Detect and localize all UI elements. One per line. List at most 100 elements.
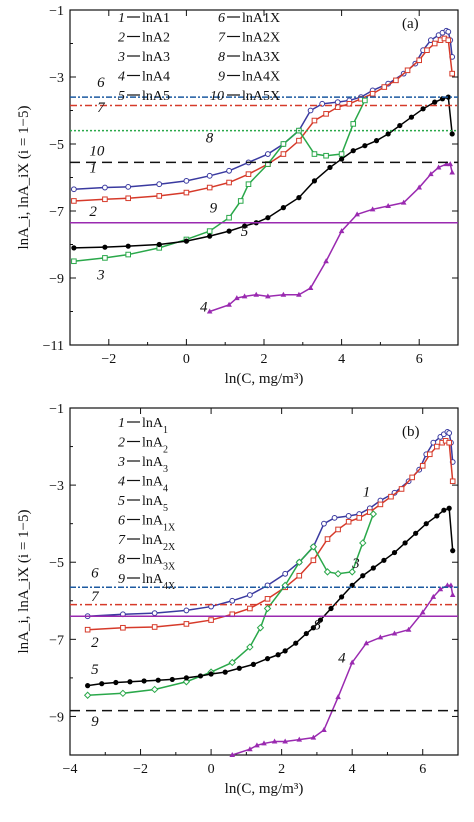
series-9: 9 [70, 201, 458, 224]
data-point [246, 592, 253, 598]
data-point [155, 677, 161, 683]
data-point [345, 513, 352, 519]
data-point [373, 138, 380, 144]
y-tick-label: −9 [49, 710, 64, 725]
data-point [264, 151, 271, 157]
data-point [397, 122, 403, 129]
data-point [275, 652, 281, 658]
data-point [265, 293, 271, 299]
data-point [434, 513, 440, 519]
data-point [254, 742, 260, 748]
curve-label: 8 [313, 618, 321, 634]
data-point [350, 121, 357, 127]
curve-label: 1 [89, 160, 97, 176]
data-point [263, 604, 272, 613]
data-point [296, 137, 302, 144]
data-point [447, 161, 454, 167]
data-point [247, 746, 253, 752]
data-point [310, 557, 317, 564]
legend-entry: 3 lnA3 [117, 455, 168, 475]
data-point [385, 131, 391, 137]
legend-number: 6 [218, 11, 225, 26]
data-point [125, 243, 131, 249]
x-tick-label: 6 [416, 352, 423, 367]
series-4: 4 [200, 161, 455, 316]
data-point [120, 624, 126, 631]
series-8: 8 [70, 129, 458, 146]
curve-label: 5 [91, 662, 99, 678]
data-point [265, 215, 271, 221]
curve-label: 6 [91, 566, 99, 582]
data-point [391, 630, 398, 636]
data-point [307, 107, 314, 114]
data-point [446, 505, 452, 511]
data-point [393, 77, 399, 84]
data-point [377, 634, 384, 640]
series-2: 2 [84, 437, 456, 651]
legend-label: lnA5 [142, 89, 170, 104]
data-point [296, 291, 302, 297]
data-point [323, 111, 329, 117]
data-point [296, 736, 303, 742]
data-point [242, 223, 248, 229]
data-point [405, 626, 412, 632]
legend-subscript: 3 [163, 464, 168, 475]
curve-label: 8 [206, 130, 214, 146]
curve-label: 10 [89, 144, 105, 160]
data-point [446, 439, 452, 446]
data-point [363, 640, 370, 646]
data-point [241, 293, 248, 299]
data-point [310, 734, 317, 740]
legend-number: 6 [118, 514, 125, 529]
data-point [338, 151, 345, 157]
series-line [87, 507, 454, 687]
x-tick-label: 4 [349, 762, 356, 777]
data-point [71, 245, 77, 251]
legend-entry: 9 lnA4X [218, 70, 280, 85]
data-point [338, 228, 345, 234]
y-tick-label: −1 [49, 402, 64, 417]
data-point [226, 214, 232, 221]
data-point [237, 198, 244, 204]
curve-label: 2 [89, 204, 97, 220]
series-line [232, 584, 454, 756]
data-point [419, 609, 426, 615]
legend-label: lnA5X [242, 89, 280, 104]
legend-entry: 3 lnA3 [117, 50, 170, 65]
data-point [426, 451, 433, 458]
data-point [296, 572, 303, 579]
legend-entry: 5 lnA5 [118, 494, 168, 514]
legend-subscript: 4 [163, 483, 168, 494]
legend-entry: 6 lnA1X [218, 11, 280, 26]
data-point [449, 591, 456, 597]
x-tick-label: 4 [338, 352, 345, 367]
legend-number: 2 [118, 31, 125, 46]
data-point [282, 570, 289, 577]
y-tick-label: −5 [49, 556, 64, 571]
data-point [156, 241, 162, 248]
data-point [369, 90, 376, 97]
data-point [141, 678, 147, 684]
data-point [428, 171, 434, 177]
curve-label: 5 [241, 224, 249, 240]
y-axis-title: lnA_i, lnA_iX (i = 1−5) [16, 510, 32, 654]
series-line [73, 100, 366, 262]
x-tick-label: 2 [261, 352, 268, 367]
data-point [206, 228, 213, 234]
data-point [323, 568, 332, 576]
data-point [229, 597, 236, 604]
legend-label: lnA4 [142, 70, 170, 85]
y-tick-label: −5 [49, 138, 64, 153]
legend-number: 4 [118, 70, 125, 85]
data-point [360, 573, 366, 579]
y-tick-label: −7 [49, 205, 64, 220]
data-point [226, 167, 232, 174]
legend-label: lnA3X [242, 50, 280, 65]
data-point [280, 291, 287, 297]
series-5: 5 [71, 94, 455, 251]
data-point [335, 526, 341, 533]
legend-label: lnA2 [142, 31, 170, 46]
curve-label: 1 [363, 485, 371, 501]
data-point [349, 659, 355, 665]
